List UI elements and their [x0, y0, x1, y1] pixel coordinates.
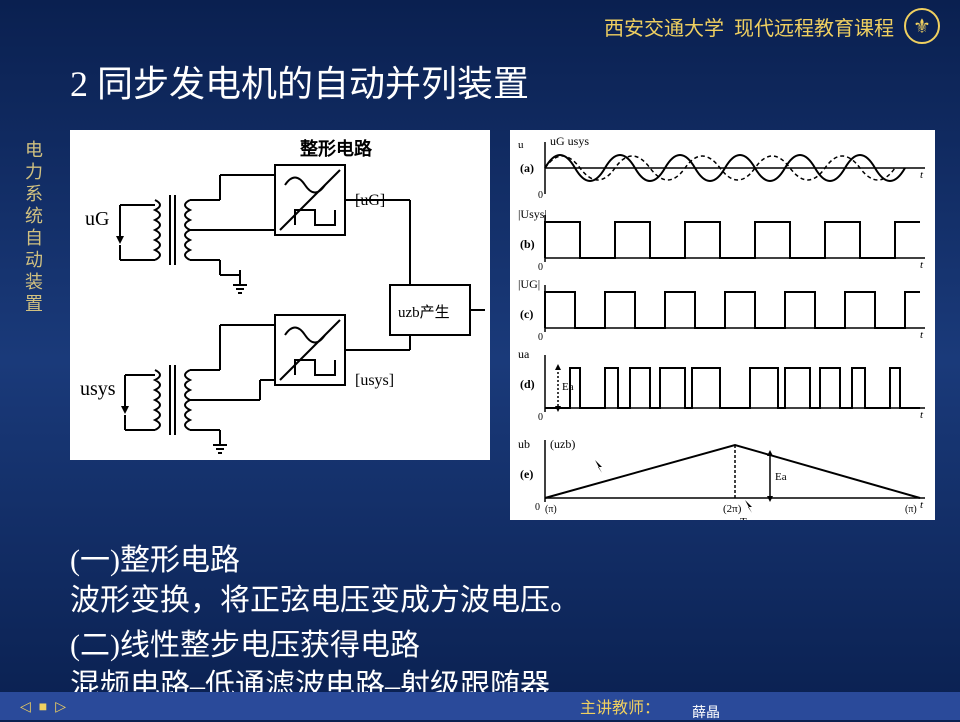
row-a-label: uG usys	[550, 134, 589, 148]
svg-text:Ea: Ea	[775, 471, 787, 483]
svg-text:ua: ua	[518, 347, 530, 361]
circuit-title: 整形电路	[299, 138, 373, 159]
svg-text:(π): (π)	[905, 504, 917, 515]
sidebar-label: 电力系统自动装置	[20, 140, 46, 316]
teacher-name: 薛晶	[692, 702, 720, 722]
svg-text:t: t	[920, 259, 924, 271]
svg-text:0: 0	[538, 262, 543, 273]
svg-text:(a): (a)	[520, 161, 534, 175]
course-type: 现代远程教育课程	[734, 12, 894, 41]
body-line-1: (一)整形电路	[70, 535, 240, 579]
prev-icon[interactable]: ◁	[20, 698, 31, 715]
ug-label: uG	[85, 208, 109, 230]
svg-text:0: 0	[538, 332, 543, 343]
svg-text:Ea: Ea	[562, 381, 574, 393]
svg-text:0: 0	[538, 190, 543, 201]
svg-text:0: 0	[535, 502, 540, 513]
usys-label: usys	[80, 378, 116, 400]
svg-text:t: t	[920, 409, 924, 421]
svg-text:t: t	[920, 169, 924, 181]
svg-text:|UG|: |UG|	[518, 277, 540, 291]
svg-text:(c): (c)	[520, 307, 533, 321]
svg-text:(e): (e)	[520, 467, 533, 481]
nav-controls[interactable]: ◁ ■ ▷	[20, 698, 66, 715]
next-icon[interactable]: ▷	[55, 698, 66, 715]
svg-text:t: t	[920, 499, 924, 511]
usys-out-label: [usys]	[355, 372, 394, 389]
svg-text:Ts: Ts	[740, 516, 750, 520]
header: 西安交通大学 现代远程教育课程 ⚜	[604, 8, 940, 44]
svg-text:|Usys|: |Usys|	[518, 207, 547, 221]
university-name: 西安交通大学	[604, 12, 724, 41]
svg-text:(b): (b)	[520, 237, 535, 251]
uzb-label: uzb产生	[398, 304, 450, 321]
svg-text:(d): (d)	[520, 377, 535, 391]
svg-text:ub: ub	[518, 437, 530, 451]
circuit-diagram: 整形电路 uG	[70, 130, 490, 460]
stop-icon[interactable]: ■	[39, 698, 47, 715]
svg-text:t: t	[920, 329, 924, 341]
footer-bar: ◁ ■ ▷ 主讲教师： 薛晶	[0, 692, 960, 720]
svg-text:0: 0	[538, 412, 543, 423]
svg-text:(2π): (2π)	[723, 503, 742, 515]
body-line-3: (二)线性整步电压获得电路	[70, 620, 420, 664]
slide-title: 2 同步发电机的自动并列装置	[70, 55, 529, 107]
svg-text:(π): (π)	[545, 504, 557, 515]
body-line-2: 波形变换，将正弦电压变成方波电压。	[70, 575, 580, 619]
row-a-ylabel: u	[518, 139, 524, 151]
waveform-diagram: u uG usys (a) 0 t |Usys| (b) 0 t |UG| (c…	[510, 130, 935, 520]
teacher-label: 主讲教师：	[580, 694, 660, 718]
university-logo-icon: ⚜	[904, 8, 940, 44]
svg-text:(uzb): (uzb)	[550, 437, 575, 451]
